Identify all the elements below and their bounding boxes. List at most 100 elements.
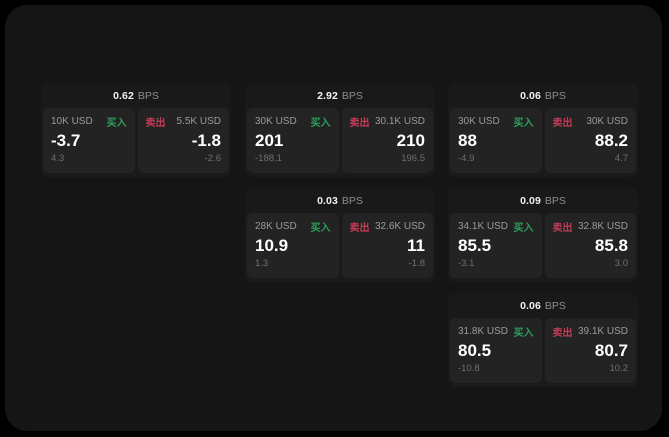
- buy-pane[interactable]: 34.1K USD 买入 85.5 -3.1: [450, 213, 542, 278]
- sell-delta: -2.6: [204, 153, 221, 164]
- sell-price: 11: [407, 236, 425, 255]
- sell-size-label: 30.1K USD: [374, 116, 425, 127]
- buy-price: 85.5: [458, 236, 492, 255]
- sell-pane-header: 卖出 32.6K USD: [349, 220, 426, 234]
- buy-pane-header: 28K USD 买入: [255, 220, 331, 234]
- buy-delta: -4.9: [458, 153, 475, 164]
- buy-price: 201: [255, 131, 284, 150]
- card-header: 0.62 BPS: [41, 83, 231, 108]
- sell-side-label: 卖出: [349, 118, 370, 129]
- sell-pane[interactable]: 卖出 30K USD 88.2 4.7: [544, 108, 636, 173]
- sell-pane[interactable]: 卖出 32.6K USD 11 -1.8: [341, 213, 433, 278]
- quote-card[interactable]: 2.92 BPS 30K USD 买入 201 -188.1 卖出: [245, 83, 435, 177]
- buy-pane-header: 31.8K USD 买入: [458, 325, 534, 339]
- card-header: 0.06 BPS: [448, 293, 638, 318]
- sell-price: -1.8: [191, 131, 221, 150]
- buy-price: -3.7: [51, 131, 81, 150]
- buy-side-label: 买入: [513, 223, 534, 234]
- sell-delta: -1.8: [408, 258, 425, 269]
- sell-pane[interactable]: 卖出 39.1K USD 80.7 10.2: [544, 318, 636, 383]
- quote-card[interactable]: 0.06 BPS 31.8K USD 买入 80.5 -10.8 卖: [448, 293, 638, 387]
- buy-price: 10.9: [255, 236, 289, 255]
- bps-value: 0.09: [520, 194, 541, 207]
- buy-delta: -10.8: [458, 363, 480, 374]
- sell-pane-header: 卖出 30.1K USD: [349, 115, 426, 129]
- buy-delta: -188.1: [255, 153, 282, 164]
- bps-unit-label: BPS: [341, 89, 363, 102]
- sell-side-label: 卖出: [552, 223, 573, 234]
- sell-side-label: 卖出: [349, 223, 370, 234]
- sell-side-label: 卖出: [145, 118, 166, 129]
- buy-price: 88: [458, 131, 477, 150]
- buy-size-label: 30K USD: [458, 116, 500, 127]
- quote-card[interactable]: 0.62 BPS 10K USD 买入 -3.7 4.3 卖出: [41, 83, 231, 177]
- card-panes: 10K USD 买入 -3.7 4.3 卖出 5.5K USD -1.8 -2.…: [41, 108, 231, 175]
- quote-board: 0.62 BPS 10K USD 买入 -3.7 4.3 卖出: [36, 78, 638, 398]
- sell-delta: 10.2: [609, 363, 629, 374]
- bps-value: 0.03: [317, 194, 338, 207]
- bps-value: 0.06: [520, 299, 541, 312]
- card-panes: 30K USD 买入 201 -188.1 卖出 30.1K USD 210 1…: [245, 108, 435, 175]
- quote-card[interactable]: 0.06 BPS 30K USD 买入 88 -4.9 卖出: [448, 83, 638, 177]
- buy-pane-header: 10K USD 买入: [51, 115, 127, 129]
- buy-size-label: 10K USD: [51, 116, 93, 127]
- bps-unit-label: BPS: [544, 299, 566, 312]
- sell-size-label: 5.5K USD: [176, 116, 221, 127]
- buy-size-label: 31.8K USD: [458, 326, 509, 337]
- sell-side-label: 卖出: [552, 328, 573, 339]
- card-panes: 34.1K USD 买入 85.5 -3.1 卖出 32.8K USD 85.8…: [448, 213, 638, 280]
- buy-side-label: 买入: [513, 328, 534, 339]
- sell-pane[interactable]: 卖出 32.8K USD 85.8 3.0: [544, 213, 636, 278]
- sell-pane-header: 卖出 30K USD: [552, 115, 629, 129]
- buy-side-label: 买入: [310, 118, 331, 129]
- sell-delta: 196.5: [401, 153, 425, 164]
- sell-size-label: 39.1K USD: [577, 326, 628, 337]
- buy-pane[interactable]: 10K USD 买入 -3.7 4.3: [43, 108, 135, 173]
- quote-card[interactable]: 0.09 BPS 34.1K USD 买入 85.5 -3.1 卖出: [448, 188, 638, 282]
- buy-price: 80.5: [458, 341, 492, 360]
- buy-side-label: 买入: [513, 118, 534, 129]
- quote-card[interactable]: 0.03 BPS 28K USD 买入 10.9 1.3 卖出: [245, 188, 435, 282]
- buy-delta: 1.3: [255, 258, 269, 269]
- buy-pane[interactable]: 31.8K USD 买入 80.5 -10.8: [450, 318, 542, 383]
- buy-pane[interactable]: 28K USD 买入 10.9 1.3: [247, 213, 339, 278]
- sell-size-label: 30K USD: [586, 116, 628, 127]
- app-surface: 0.62 BPS 10K USD 买入 -3.7 4.3 卖出: [5, 5, 662, 431]
- sell-pane[interactable]: 卖出 30.1K USD 210 196.5: [341, 108, 433, 173]
- buy-side-label: 买入: [310, 223, 331, 234]
- sell-pane[interactable]: 卖出 5.5K USD -1.8 -2.6: [137, 108, 229, 173]
- sell-price: 85.8: [594, 236, 628, 255]
- sell-delta: 3.0: [614, 258, 628, 269]
- sell-delta: 4.7: [614, 153, 628, 164]
- buy-delta: 4.3: [51, 153, 65, 164]
- sell-side-label: 卖出: [552, 118, 573, 129]
- buy-side-label: 买入: [106, 118, 127, 129]
- card-panes: 30K USD 买入 88 -4.9 卖出 30K USD 88.2 4.7: [448, 108, 638, 175]
- buy-size-label: 30K USD: [255, 116, 297, 127]
- sell-size-label: 32.6K USD: [374, 221, 425, 232]
- sell-price: 210: [396, 131, 425, 150]
- buy-size-label: 34.1K USD: [458, 221, 509, 232]
- sell-pane-header: 卖出 5.5K USD: [145, 115, 222, 129]
- buy-delta: -3.1: [458, 258, 475, 269]
- card-header: 0.03 BPS: [245, 188, 435, 213]
- card-header: 0.06 BPS: [448, 83, 638, 108]
- buy-size-label: 28K USD: [255, 221, 297, 232]
- bps-value: 0.06: [520, 89, 541, 102]
- sell-size-label: 32.8K USD: [577, 221, 628, 232]
- sell-pane-header: 卖出 39.1K USD: [552, 325, 629, 339]
- card-panes: 28K USD 买入 10.9 1.3 卖出 32.6K USD 11 -1.8: [245, 213, 435, 280]
- bps-unit-label: BPS: [341, 194, 363, 207]
- sell-price: 88.2: [594, 131, 628, 150]
- bps-unit-label: BPS: [544, 194, 566, 207]
- bps-unit-label: BPS: [137, 89, 159, 102]
- sell-price: 80.7: [594, 341, 628, 360]
- buy-pane-header: 30K USD 买入: [255, 115, 331, 129]
- buy-pane[interactable]: 30K USD 买入 201 -188.1: [247, 108, 339, 173]
- card-header: 2.92 BPS: [245, 83, 435, 108]
- card-panes: 31.8K USD 买入 80.5 -10.8 卖出 39.1K USD 80.…: [448, 318, 638, 385]
- buy-pane-header: 30K USD 买入: [458, 115, 534, 129]
- buy-pane[interactable]: 30K USD 买入 88 -4.9: [450, 108, 542, 173]
- bps-unit-label: BPS: [544, 89, 566, 102]
- card-header: 0.09 BPS: [448, 188, 638, 213]
